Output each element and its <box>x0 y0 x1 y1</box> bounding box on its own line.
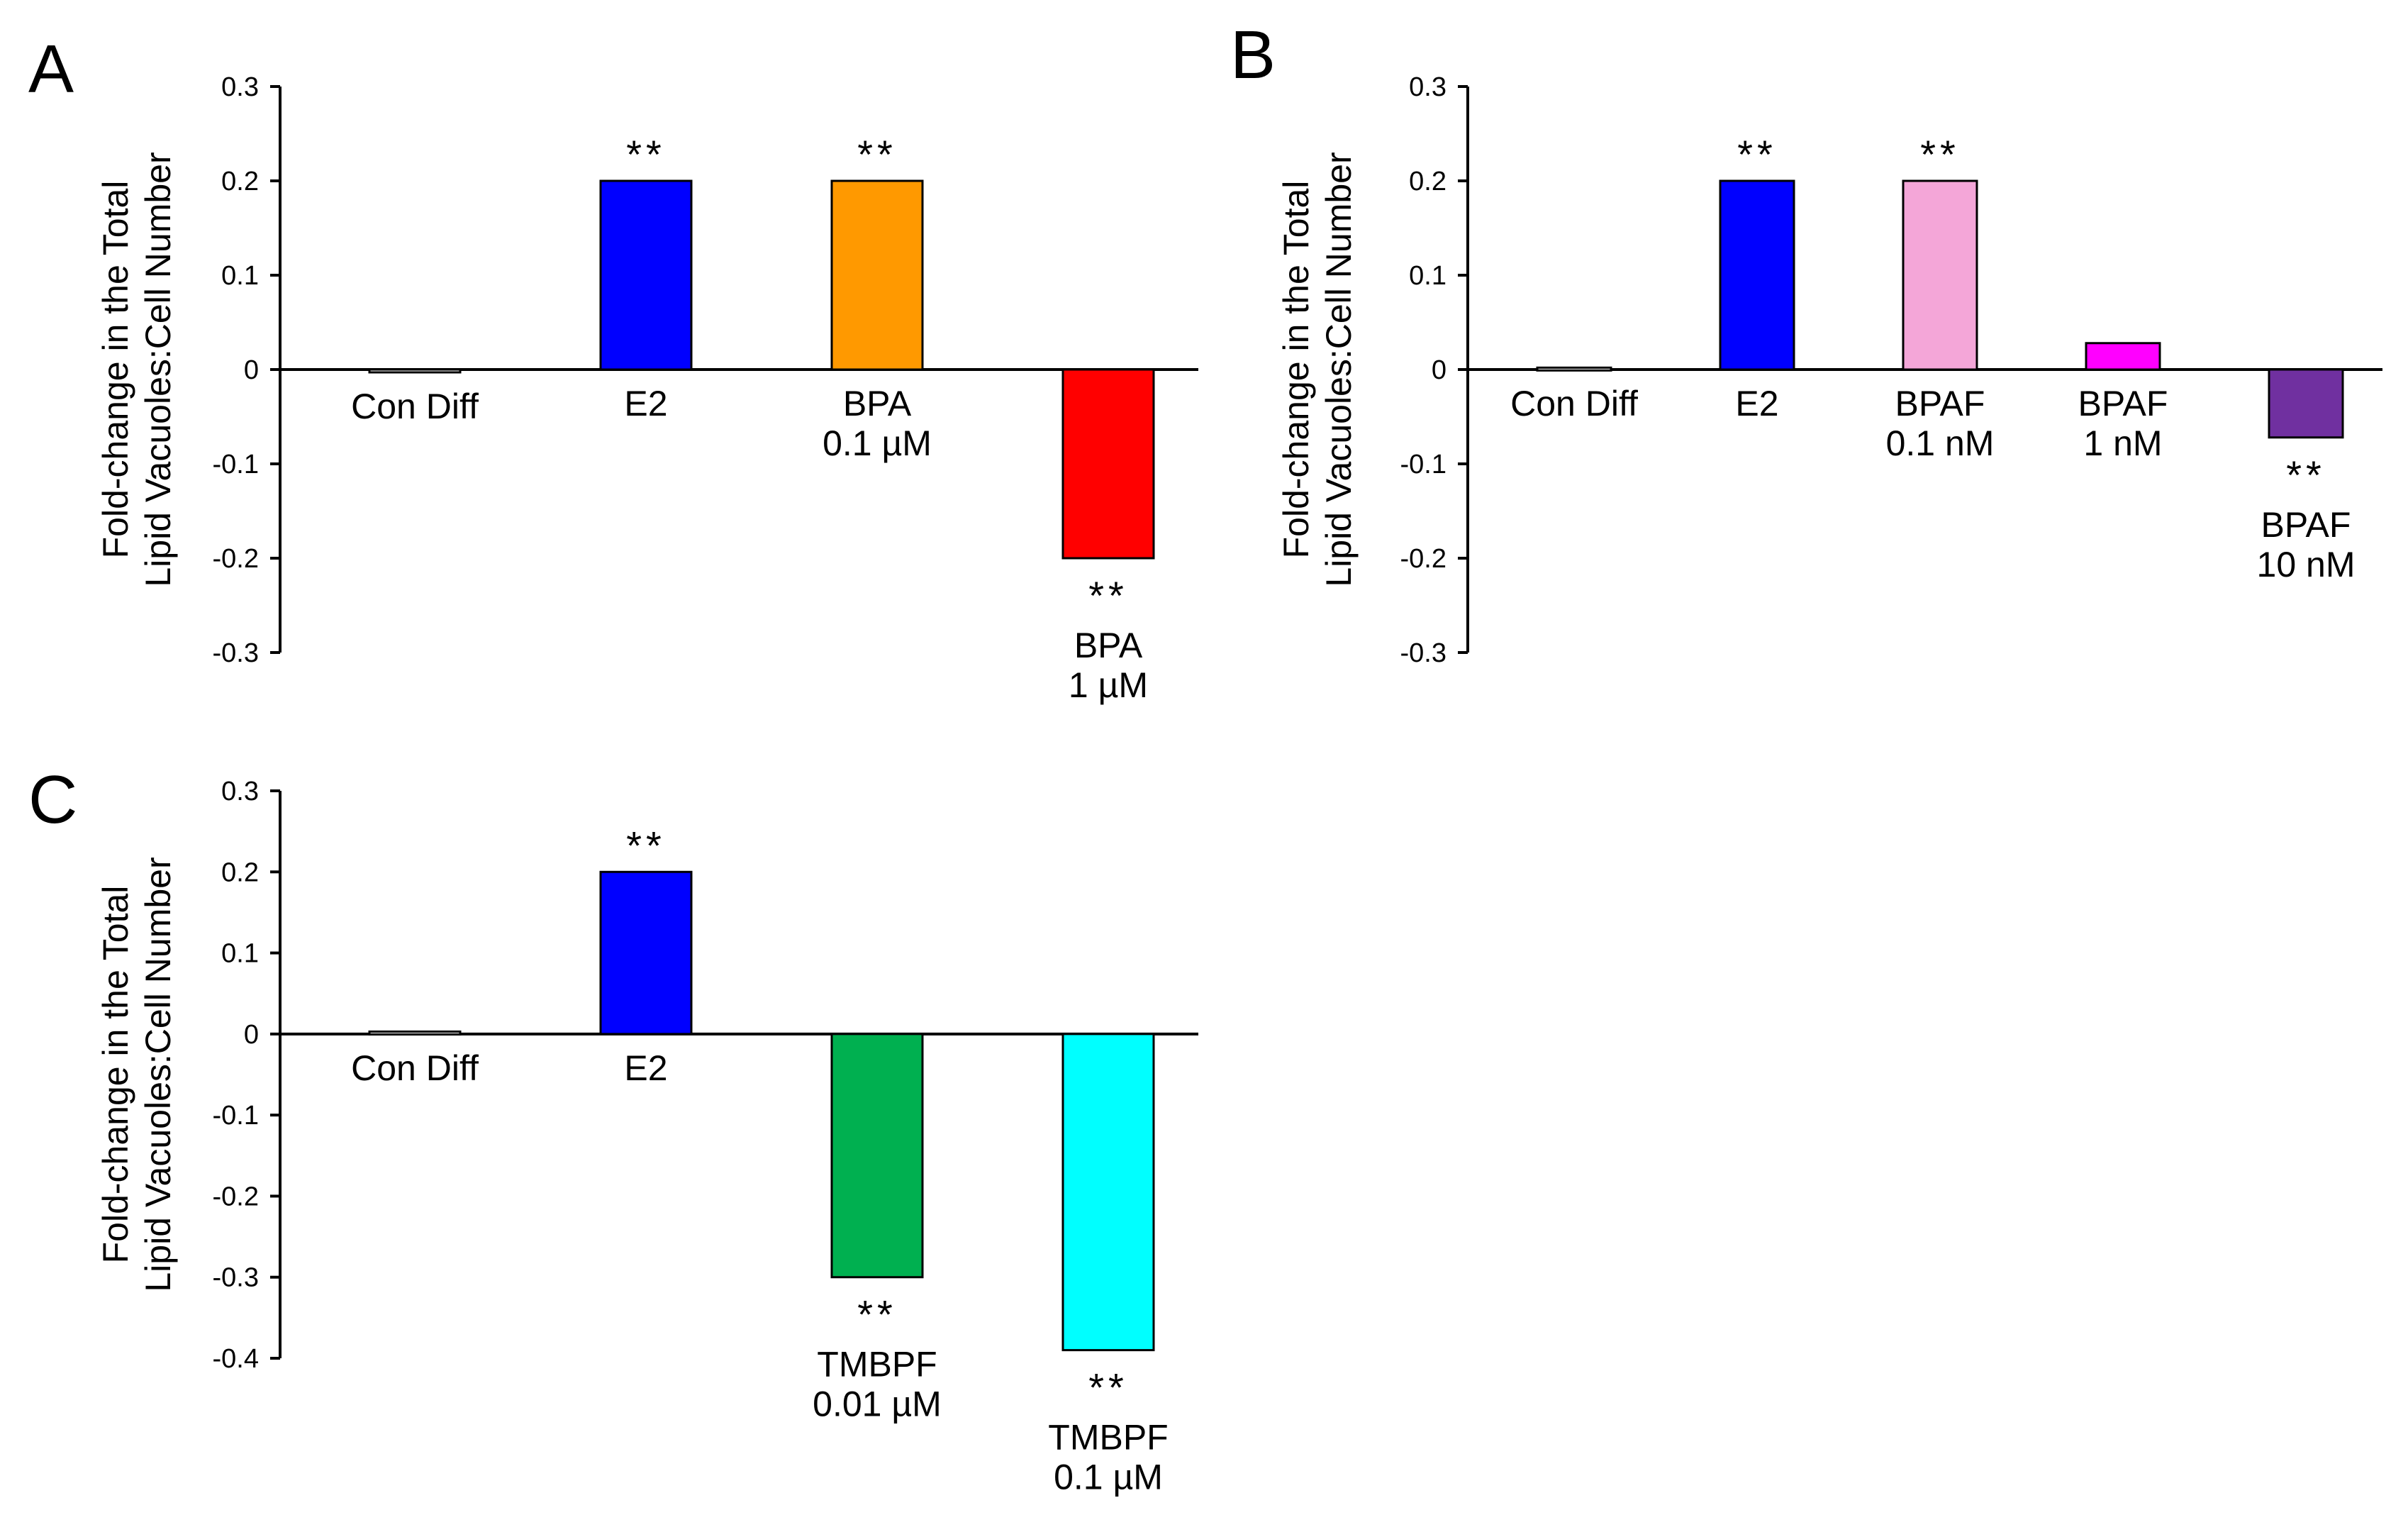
category-label: E2 <box>1735 384 1778 423</box>
y-tick-label: -0.4 <box>213 1344 259 1374</box>
y-tick-label: -0.3 <box>213 638 259 668</box>
y-tick-label: -0.2 <box>1400 544 1447 574</box>
y-tick-label: -0.1 <box>1400 450 1447 479</box>
bar <box>1061 368 1155 560</box>
panel-letter: C <box>28 762 77 838</box>
y-tick-label: -0.2 <box>213 1182 259 1211</box>
category-label: Con Diff <box>1510 384 1638 423</box>
panel-c: C Fold-change in the Total Lipid Vacuoles:… <box>28 762 1198 1497</box>
category-label: TMBPF <box>1048 1418 1168 1458</box>
y-axis-label-line-1: Fold-change in the Total <box>1276 181 1316 559</box>
y-tick-label: 0 <box>244 355 259 385</box>
significance-marker: ** <box>1920 132 1960 177</box>
y-tick-label: 0 <box>1432 355 1447 385</box>
category-label: BPAF <box>2261 505 2351 545</box>
y-axis-label-line-2: Lipid Vacuoles:Cell Number <box>138 152 178 587</box>
category-label: 0.01 µM <box>813 1384 942 1424</box>
y-tick-label: 0.3 <box>221 777 259 806</box>
bar <box>1536 366 1612 372</box>
y-tick-label: -0.3 <box>1400 638 1447 668</box>
significance-marker: ** <box>1737 132 1777 177</box>
y-tick-label: 0.1 <box>221 939 259 969</box>
significance-marker: ** <box>1088 573 1128 618</box>
category-label: Con Diff <box>351 1048 479 1088</box>
y-tick-label: -0.1 <box>213 450 259 479</box>
y-tick-label: -0.3 <box>213 1263 259 1293</box>
y-axis-label-line-2: Lipid Vacuoles:Cell Number <box>1319 152 1359 587</box>
bar <box>830 1033 924 1279</box>
bar <box>1719 179 1795 371</box>
bar <box>368 1030 462 1036</box>
y-tick-label: 0.1 <box>1409 261 1447 291</box>
y-tick-label: 0.2 <box>221 167 259 196</box>
significance-marker: ** <box>2286 453 2326 497</box>
significance-marker: ** <box>626 132 666 177</box>
category-label: BPAF <box>1895 384 1985 423</box>
bar <box>599 179 693 371</box>
bar <box>599 870 693 1036</box>
category-label: 10 nM <box>2257 545 2356 584</box>
bar <box>1902 179 1978 371</box>
y-axis-label-line-1: Fold-change in the Total <box>96 886 135 1264</box>
bar <box>368 368 462 374</box>
bar <box>2268 368 2344 439</box>
category-label: 0.1 nM <box>1886 423 1995 463</box>
bar <box>1061 1033 1155 1352</box>
y-tick-label: -0.1 <box>213 1101 259 1131</box>
category-label: E2 <box>624 384 667 423</box>
bar <box>830 179 924 371</box>
significance-marker: ** <box>857 1292 897 1337</box>
significance-marker: ** <box>857 132 897 177</box>
significance-marker: ** <box>626 823 666 867</box>
category-label: BPA <box>1074 626 1143 665</box>
y-tick-label: 0.2 <box>221 858 259 887</box>
y-tick-label: -0.2 <box>213 544 259 574</box>
panel-letter: B <box>1230 17 1276 93</box>
category-label: 0.1 µM <box>823 423 932 463</box>
y-tick-label: 0.1 <box>221 261 259 291</box>
y-axis-label-line-1: Fold-change in the Total <box>96 181 135 559</box>
category-label: 0.1 µM <box>1054 1458 1163 1497</box>
category-label: BPAF <box>2078 384 2168 423</box>
y-tick-label: 0.2 <box>1409 167 1447 196</box>
y-tick-label: 0.3 <box>1409 72 1447 102</box>
category-label: BPA <box>843 384 912 423</box>
category-label: 1 nM <box>2083 423 2162 463</box>
category-label: E2 <box>624 1048 667 1088</box>
bar <box>2085 342 2161 371</box>
y-axis-label-line-2: Lipid Vacuoles:Cell Number <box>138 857 178 1292</box>
category-label: Con Diff <box>351 387 479 426</box>
y-tick-label: 0.3 <box>221 72 259 102</box>
panel-b: B Fold-change in the Total Lipid Vacuoles:… <box>1230 17 2382 668</box>
category-label: TMBPF <box>817 1345 937 1384</box>
panel-letter: A <box>28 31 74 107</box>
significance-marker: ** <box>1088 1365 1128 1410</box>
category-label: 1 µM <box>1069 665 1148 705</box>
panel-a: A Fold-change in the Total Lipid Vacuoles:… <box>28 31 1198 705</box>
y-tick-label: 0 <box>244 1020 259 1050</box>
